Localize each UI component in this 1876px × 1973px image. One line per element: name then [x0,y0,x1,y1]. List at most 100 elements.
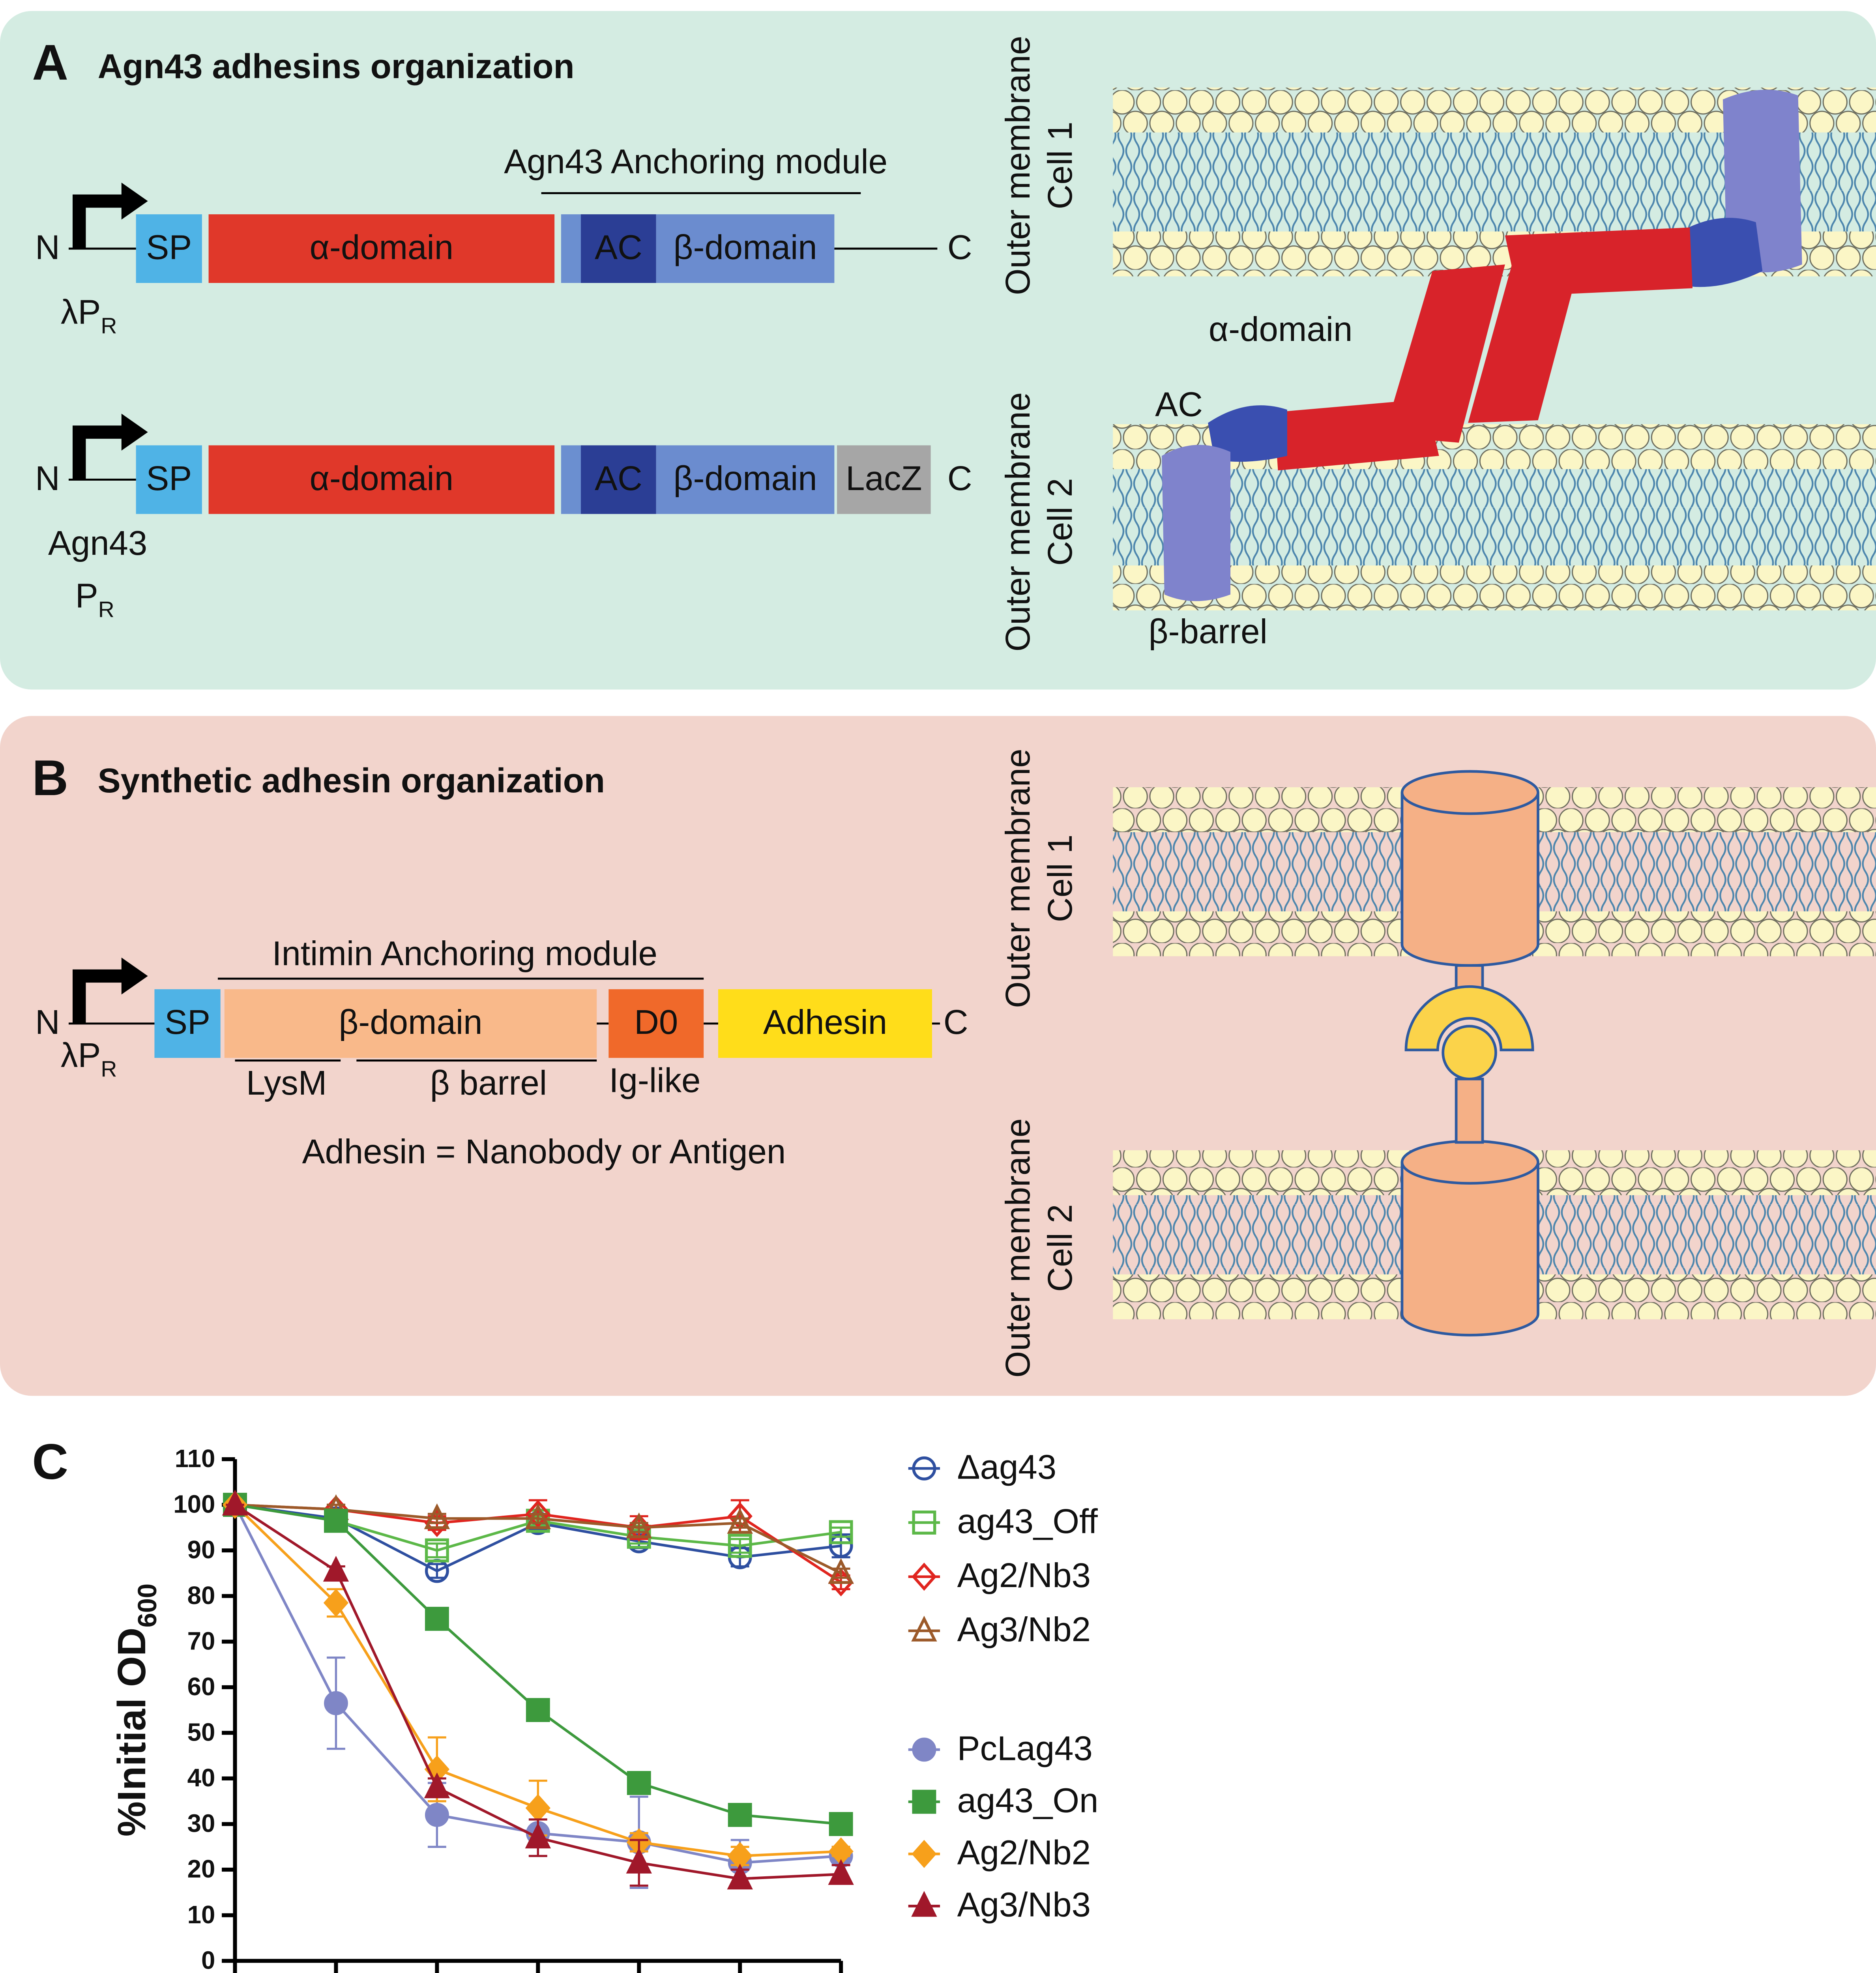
alpha-label: α-domain [1209,310,1352,348]
membrane-label: Outer membrane [999,36,1037,295]
marker [828,1558,854,1584]
promoter-label-sub: R [101,1056,117,1081]
lipid-heads [1113,565,1876,610]
sp: SP [165,1003,210,1041]
sp: SP [146,459,192,498]
lacz-box [837,445,931,514]
legend-marker [912,1563,937,1591]
beta-domain: β-domain [673,228,817,266]
c-terminus: C [944,1003,968,1041]
panel-letter: A [32,34,68,90]
legend-label: Ag2/Nb2 [957,1834,1091,1872]
cell-label: Cell 1 [1041,835,1079,922]
alpha-domain: α-domain [310,228,453,266]
promoter-arrowhead [121,414,148,451]
promoter-arrowhead [121,957,148,995]
promoter-label-sub: R [101,313,117,338]
legend-marker [912,1790,936,1814]
alpha-protein [1468,246,1584,423]
y-tick-label: 60 [187,1673,215,1701]
membrane-label: Outer membrane [999,749,1037,1008]
marker [222,1490,248,1516]
marker [627,1771,651,1795]
alpha-protein [1384,264,1505,443]
linker-box [561,445,584,514]
y-tick-label: 20 [187,1855,215,1883]
marker [324,1691,348,1715]
module-label: Intimin Anchoring module [272,934,657,973]
y-tick-label: 70 [187,1627,215,1655]
panel-title: Synthetic adhesin organization [98,762,605,800]
cylinder-top [1400,770,1539,815]
cylinder-top [1400,1140,1539,1185]
marker [424,1503,450,1529]
c-terminus: C [947,228,972,266]
promoter-label: λPR [61,1036,117,1082]
ac-blob [1208,405,1287,462]
n-terminus: N [35,1003,60,1041]
marker [525,1499,550,1528]
legend-marker [912,1511,936,1535]
ac-box [581,214,656,283]
beta-domain: β-domain [339,1003,482,1041]
error-bar [831,1526,850,1538]
marker [828,1859,854,1885]
legend-label: ag43_Off [957,1502,1098,1541]
stem [1455,1078,1484,1144]
y-tick-label: 90 [187,1536,215,1564]
legend-label: ag43_On [957,1781,1099,1820]
error-bar [629,1522,648,1533]
y-tick-label: 100 [173,1490,215,1518]
marker [525,1822,551,1849]
sp-box [136,445,202,514]
ac-label: AC [1155,386,1203,424]
ac-blob [1674,218,1763,287]
marker [829,1812,853,1836]
lysm-label: LysM [246,1064,327,1102]
marker [525,1794,550,1822]
adhesin-box [718,989,932,1058]
ac: AC [595,228,642,266]
y-tick-label: 80 [187,1582,215,1610]
y-axis-label: %Initial OD600 [110,1584,163,1836]
error-bar [730,1538,749,1554]
legend-marker [912,1840,937,1868]
error-bar [831,1567,850,1579]
alpha-domain-box [208,445,555,514]
legend-marker [912,1456,936,1481]
barrel-label: β-barrel [1148,612,1267,651]
marker [323,1556,349,1582]
cylinder [1400,1162,1539,1337]
marker [525,1503,551,1529]
adhesin: Adhesin [763,1003,887,1041]
barrel-label: β barrel [430,1064,547,1102]
membrane-label: Outer membrane [999,1118,1037,1378]
marker [727,1863,753,1890]
panel-title: Agn43 adhesins organization [98,47,575,86]
error-bar [427,1542,446,1559]
linker-box [561,214,584,283]
d0-box [608,989,704,1058]
ac: AC [595,459,642,498]
beta-domain-box [656,445,835,514]
n-terminus: N [35,459,60,498]
legend-label: Ag2/Nb3 [957,1556,1091,1595]
cell-label: Cell 2 [1041,478,1079,565]
error-bar [730,1517,749,1529]
promoter-label: Agn43 [48,524,147,562]
note: Adhesin = Nanobody or Antigen [302,1133,786,1171]
promoter-label: PR [75,577,114,622]
lipid-tails [1113,469,1876,565]
promoter-arrow [73,969,127,1024]
y-tick-label: 0 [201,1946,215,1973]
module-label: Agn43 Anchoring module [504,142,887,181]
legend-marker [911,1615,937,1642]
ig-label: Ig-like [609,1061,700,1099]
marker [323,1589,349,1617]
promoter-arrow [73,425,127,480]
alpha-domain: α-domain [310,459,453,498]
membrane-label: Outer membrane [999,392,1037,651]
n-terminus: N [35,228,60,266]
nanobody [1404,985,1534,1052]
error-bar [427,1513,446,1524]
